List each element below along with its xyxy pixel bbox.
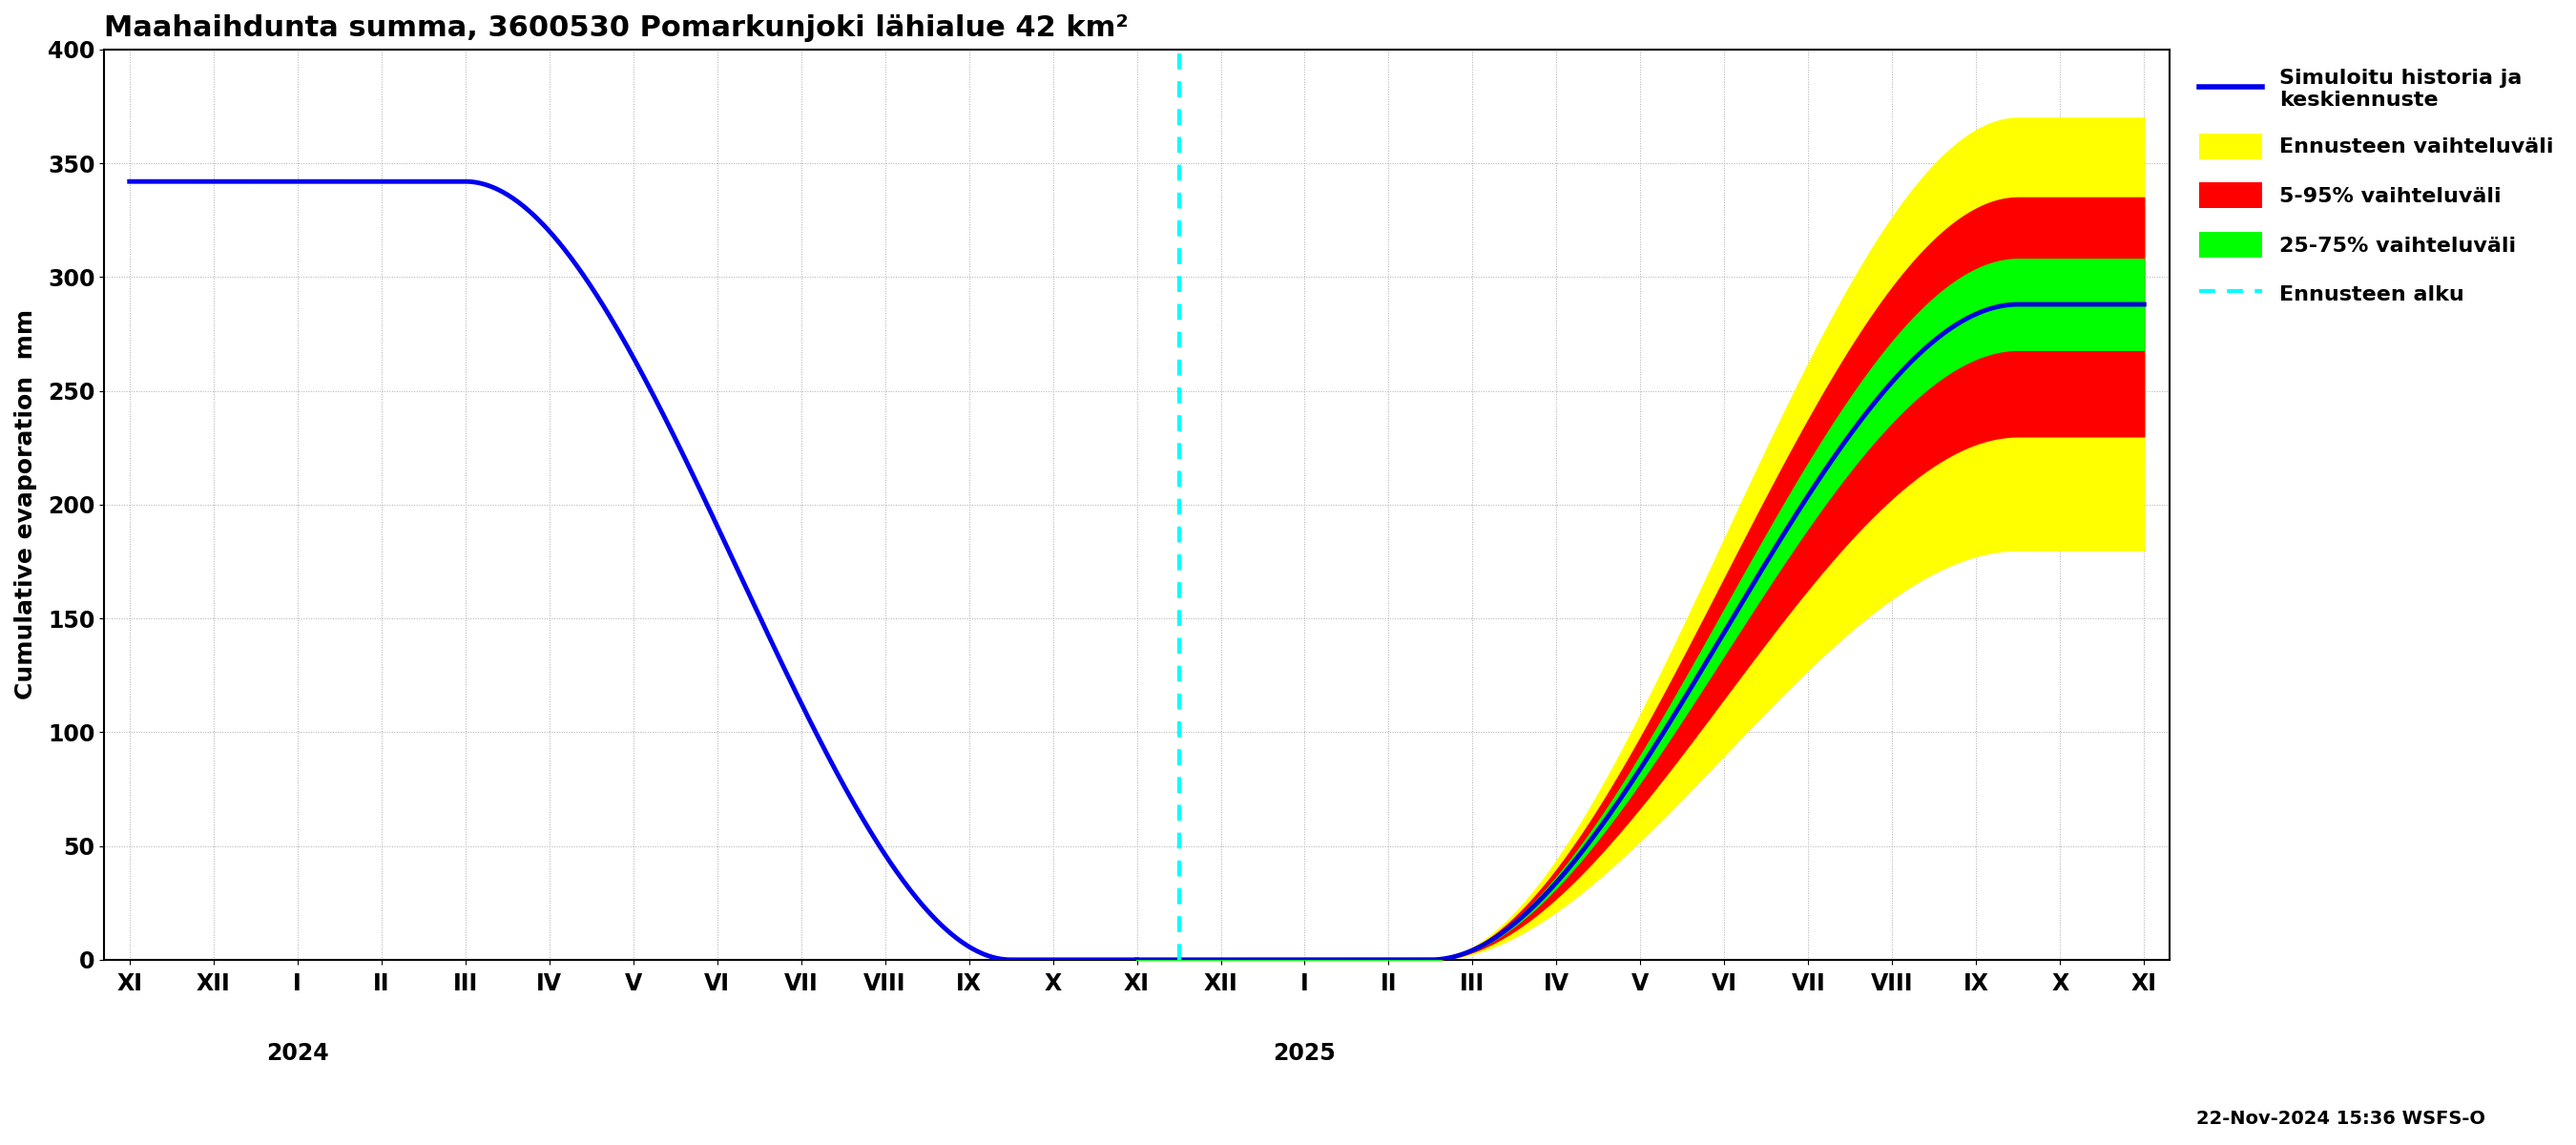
Legend: Simuloitu historia ja
keskiennuste, Ennusteen vaihteluväli, 5-95% vaihteluväli, : Simuloitu historia ja keskiennuste, Ennu… xyxy=(2190,61,2563,315)
Y-axis label: Cumulative evaporation  mm: Cumulative evaporation mm xyxy=(15,309,36,700)
Text: 22-Nov-2024 15:36 WSFS-O: 22-Nov-2024 15:36 WSFS-O xyxy=(2197,1110,2486,1128)
Text: 2025: 2025 xyxy=(1273,1042,1337,1065)
Text: 2024: 2024 xyxy=(265,1042,330,1065)
Text: Maahaihdunta summa, 3600530 Pomarkunjoki lähialue 42 km²: Maahaihdunta summa, 3600530 Pomarkunjoki… xyxy=(103,14,1128,42)
